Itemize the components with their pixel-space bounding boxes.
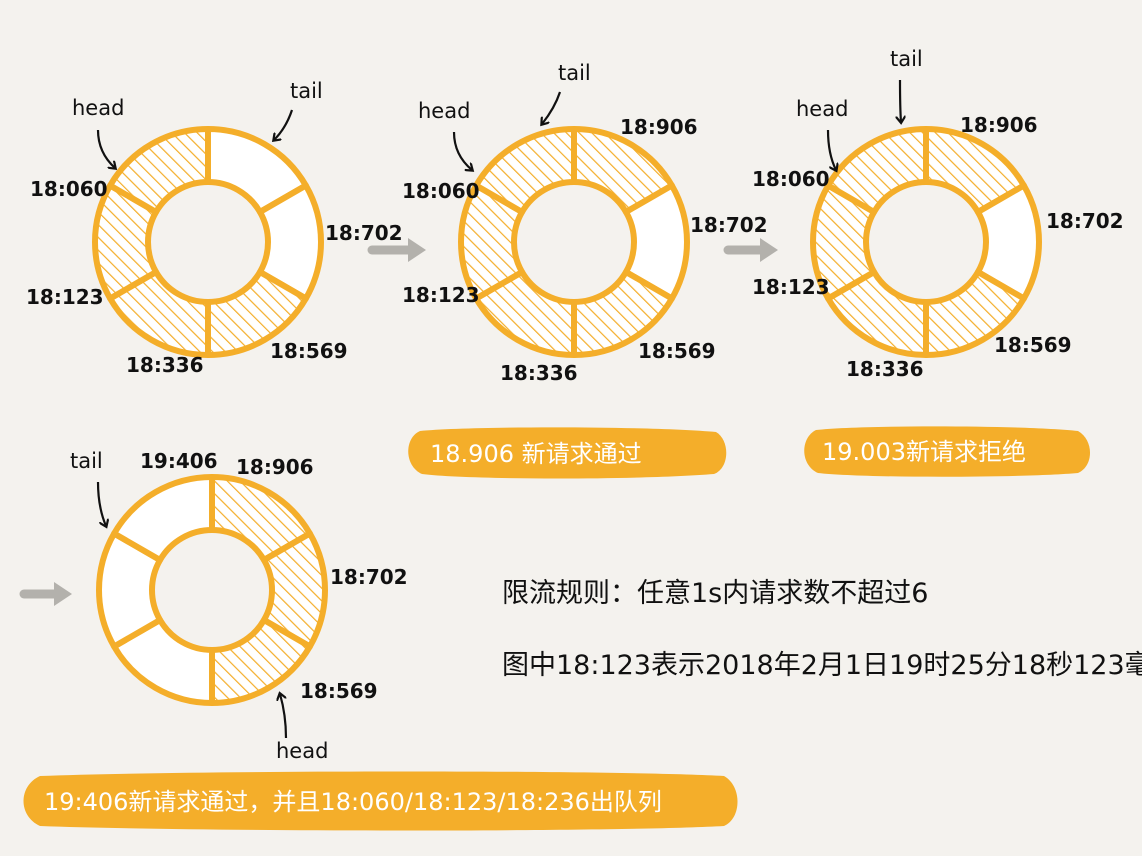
ring-4-tail-label: tail (70, 449, 103, 473)
ring-1-timestamp: 18:123 (26, 285, 104, 309)
banner-step4-text: 19:406新请求通过，并且18:060/18:123/18:236出队列 (44, 788, 662, 816)
ring-2-timestamp: 18:123 (402, 283, 480, 307)
rule-line-1: 限流规则：任意1s内请求数不超过6 (502, 578, 928, 609)
ring-1-timestamp: 18:702 (325, 221, 403, 245)
ring-1-timestamp: 18:569 (270, 339, 348, 363)
banner-step2: 18.906 新请求通过 (408, 427, 727, 479)
queue-slot-filled (107, 126, 211, 215)
ring-4-timestamp: 18:702 (330, 565, 408, 589)
ring-2-tail-arrow (542, 91, 562, 124)
ring-4: tail head 19:406 18:906 18:702 18:569 (70, 449, 408, 763)
ring-2-timestamp: 18:569 (638, 339, 716, 363)
ring-4-head-arrow (280, 694, 288, 739)
ring-2-head-label: head (418, 99, 470, 123)
ring-4-timestamp: 18:569 (300, 679, 378, 703)
ring-2-segments (458, 126, 690, 358)
ring-3-timestamp: 18:123 (752, 275, 830, 299)
ring-2-timestamp: 18:336 (500, 361, 578, 385)
ring-4-segments (96, 474, 328, 706)
ring-4-timestamp: 19:406 (140, 449, 218, 473)
gray-step-arrow-head (760, 238, 778, 262)
ring-1: head tail 18:060 18:123 18:336 18:569 18… (26, 79, 403, 377)
banner-step2-text: 18.906 新请求通过 (430, 440, 642, 468)
banner-step3: 19.003新请求拒绝 (804, 426, 1090, 477)
rule-line-2: 图中18:123表示2018年2月1日19时25分18秒123毫秒 (502, 650, 1142, 681)
ring-1-head-label: head (72, 96, 124, 120)
gray-step-arrow-head (408, 238, 426, 262)
ring-1-head-arrow (96, 129, 115, 168)
ring-2-timestamp: 18:702 (690, 213, 768, 237)
ring-3-head-label: head (796, 97, 848, 121)
ring-1-segments (92, 126, 324, 358)
ring-3: head tail 18:906 18:702 18:569 18:336 18… (752, 47, 1124, 381)
queue-slot-filled (825, 126, 929, 215)
ring-2: head tail 18:906 18:702 18:569 18:336 18… (402, 61, 768, 385)
ring-3-timestamp: 18:702 (1046, 209, 1124, 233)
queue-slot-filled (473, 126, 577, 215)
ring-3-timestamp: 18:906 (960, 113, 1038, 137)
ring-3-tail-label: tail (890, 47, 923, 71)
ring-3-segments (810, 126, 1042, 358)
ring-2-timestamp: 18:060 (402, 179, 480, 203)
ring-1-tail-label: tail (290, 79, 323, 103)
ring-1-timestamp: 18:060 (30, 177, 108, 201)
ring-4-timestamp: 18:906 (236, 455, 314, 479)
ring-3-timestamp: 18:336 (846, 357, 924, 381)
ring-1-timestamp: 18:336 (126, 353, 204, 377)
gray-step-arrow-head (54, 582, 72, 606)
ring-3-head-arrow (826, 129, 836, 170)
ring-1-tail-arrow (274, 109, 294, 140)
ring-3-timestamp: 18:060 (752, 167, 830, 191)
ring-2-head-arrow (452, 131, 472, 170)
banner-step3-text: 19.003新请求拒绝 (822, 438, 1026, 466)
ring-3-timestamp: 18:569 (994, 333, 1072, 357)
ring-3-tail-arrow (900, 79, 901, 122)
ring-4-head-label: head (276, 739, 328, 763)
ring-2-timestamp: 18:906 (620, 115, 698, 139)
ring-2-tail-label: tail (558, 61, 591, 85)
banner-step4: 19:406新请求通过，并且18:060/18:123/18:236出队列 (23, 771, 738, 831)
queue-slot-empty (111, 474, 215, 563)
ring-4-tail-arrow (96, 481, 106, 526)
